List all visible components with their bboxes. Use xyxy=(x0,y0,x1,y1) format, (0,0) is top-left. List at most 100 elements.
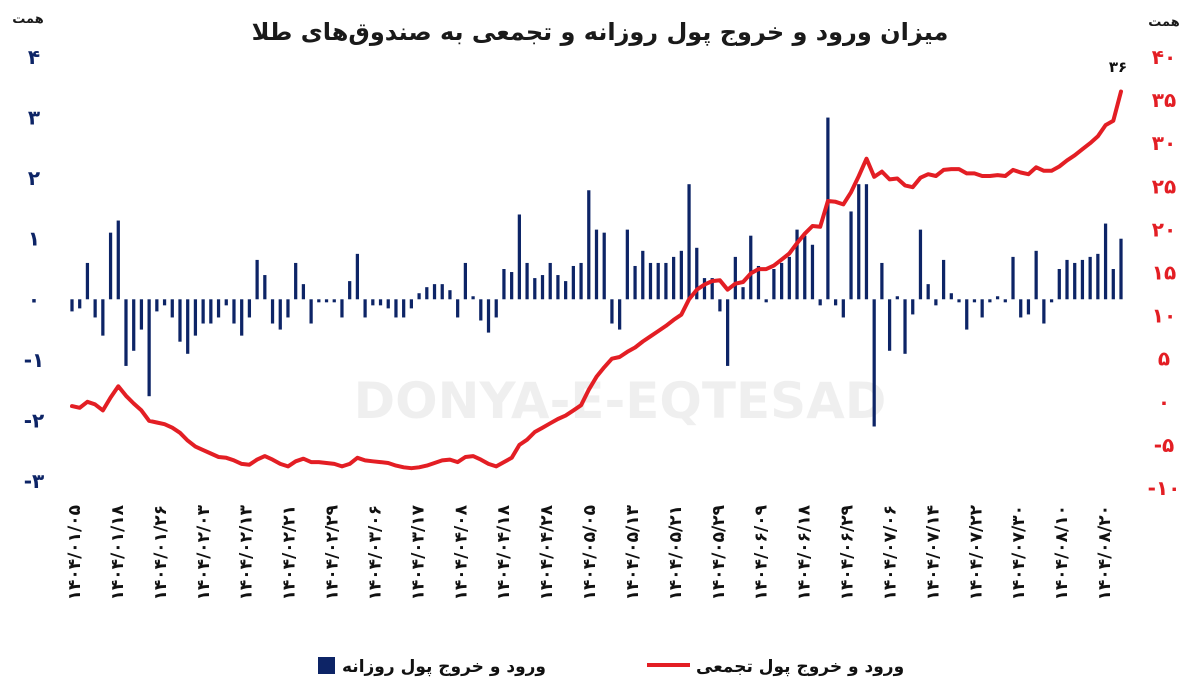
daily-bar xyxy=(733,256,737,300)
daily-bar xyxy=(317,299,321,303)
daily-bar xyxy=(887,299,892,351)
x-tick-label: ۱۴۰۴/۰۱/۰۵ xyxy=(65,505,85,600)
daily-bar xyxy=(324,299,329,303)
daily-bar xyxy=(510,272,514,300)
daily-bar xyxy=(1042,299,1046,324)
daily-bar xyxy=(1057,269,1061,300)
x-tick-label: ۱۴۰۴/۰۳/۰۶ xyxy=(365,505,385,600)
daily-bar xyxy=(247,299,252,318)
daily-bar xyxy=(849,211,853,300)
daily-bar xyxy=(402,299,406,318)
x-tick-label: ۱۴۰۴/۰۵/۲۹ xyxy=(709,504,729,600)
cumulative-line xyxy=(70,89,1123,471)
daily-bar xyxy=(533,278,537,300)
daily-bar xyxy=(540,275,545,300)
daily-bar xyxy=(949,293,953,300)
left-tick-label: ۲ xyxy=(28,166,40,190)
daily-bar xyxy=(1103,223,1108,300)
daily-bar xyxy=(1111,269,1115,300)
daily-bar xyxy=(1119,238,1123,300)
daily-bar xyxy=(780,262,784,300)
daily-bar xyxy=(872,299,876,427)
daily-bar xyxy=(764,299,768,303)
left-axis-ticks: ۴ ۳ ۲ ۱ ۰ -۱ -۲ -۳ xyxy=(24,45,45,493)
x-tick-label: ۱۴۰۴/۰۱/۲۶ xyxy=(151,505,171,600)
daily-bar xyxy=(556,275,560,300)
x-tick-label: ۱۴۰۴/۰۸/۲۰ xyxy=(1095,505,1115,600)
right-tick-label: ۴۰ xyxy=(1152,45,1176,69)
daily-bar xyxy=(386,299,390,309)
daily-bar xyxy=(918,229,923,300)
daily-bar xyxy=(934,299,938,306)
daily-bar xyxy=(425,287,429,300)
daily-bar xyxy=(826,117,830,300)
daily-bar xyxy=(571,265,575,300)
x-tick-label: ۱۴۰۴/۰۲/۰۳ xyxy=(194,504,214,600)
left-tick-label: ۳ xyxy=(28,106,40,130)
daily-bar xyxy=(255,259,259,300)
daily-bar xyxy=(216,299,221,318)
daily-bar xyxy=(972,299,977,303)
daily-bar xyxy=(101,299,105,336)
daily-bar xyxy=(70,299,74,312)
daily-bar xyxy=(263,275,267,300)
daily-bar xyxy=(348,281,352,300)
legend-label-bars: ورود و خروج پول روزانه xyxy=(342,657,546,677)
daily-bar xyxy=(594,229,599,300)
daily-bar xyxy=(1073,262,1077,300)
x-tick-label: ۱۴۰۴/۰۲/۲۹ xyxy=(323,504,343,600)
x-tick-label: ۱۴۰۴/۰۷/۲۲ xyxy=(966,504,986,600)
x-tick-label: ۱۴۰۴/۰۱/۱۸ xyxy=(108,504,128,600)
legend: ورود و خروج پول روزانه ورود و خروج پول ت… xyxy=(318,657,904,677)
daily-bar xyxy=(332,299,336,303)
daily-bar xyxy=(926,284,930,300)
left-tick-label: ۴ xyxy=(28,45,40,69)
daily-bar xyxy=(502,269,506,300)
right-tick-label: ۱۰ xyxy=(1152,304,1176,328)
daily-bar xyxy=(1034,250,1038,300)
right-tick-label: ۳۰ xyxy=(1152,131,1176,155)
daily-bar xyxy=(132,299,136,351)
daily-bar xyxy=(679,250,683,300)
daily-bar xyxy=(294,262,298,300)
daily-bars xyxy=(70,117,1123,427)
daily-bar xyxy=(618,299,622,330)
daily-bar xyxy=(363,299,367,318)
right-axis-ticks: ۴۰ ۳۵ ۳۰ ۲۵ ۲۰ ۱۵ ۱۰ ۵ ۰ -۵ -۱۰ xyxy=(1148,45,1181,500)
daily-bar xyxy=(456,299,460,318)
daily-bar xyxy=(564,281,568,300)
x-tick-label: ۱۴۰۴/۰۵/۰۵ xyxy=(580,505,600,600)
x-tick-label: ۱۴۰۴/۰۲/۱۳ xyxy=(237,504,257,600)
daily-bar xyxy=(548,262,552,300)
x-tick-label: ۱۴۰۴/۰۴/۲۸ xyxy=(537,504,557,600)
daily-bar xyxy=(718,299,722,312)
daily-bar xyxy=(309,299,313,324)
daily-bar xyxy=(988,299,992,303)
daily-bar xyxy=(980,299,984,318)
right-tick-label: ۳۵ xyxy=(1152,88,1176,112)
daily-bar xyxy=(371,299,375,306)
daily-bar xyxy=(602,232,606,300)
daily-bar xyxy=(479,299,483,321)
x-tick-label: ۱۴۰۴/۰۷/۰۶ xyxy=(880,505,900,600)
left-tick-label: ۱ xyxy=(28,227,40,251)
daily-bar xyxy=(178,299,182,342)
daily-bar xyxy=(610,299,614,324)
left-tick-label: ۰ xyxy=(28,287,40,311)
daily-bar xyxy=(286,299,290,318)
daily-bar xyxy=(494,299,498,318)
daily-bar xyxy=(1011,256,1015,300)
daily-bar xyxy=(394,299,398,318)
daily-bar xyxy=(1065,259,1069,300)
daily-bar xyxy=(486,299,491,333)
daily-bar xyxy=(903,299,907,354)
right-tick-label: ۱۵ xyxy=(1152,261,1176,285)
daily-bar xyxy=(355,253,360,300)
daily-bar xyxy=(995,296,1000,300)
daily-bar xyxy=(833,299,838,306)
x-tick-label: ۱۴۰۴/۰۴/۰۸ xyxy=(451,504,471,600)
daily-bar xyxy=(201,299,205,324)
right-tick-label: ۰ xyxy=(1158,390,1170,414)
left-axis-unit: همت xyxy=(12,12,44,27)
